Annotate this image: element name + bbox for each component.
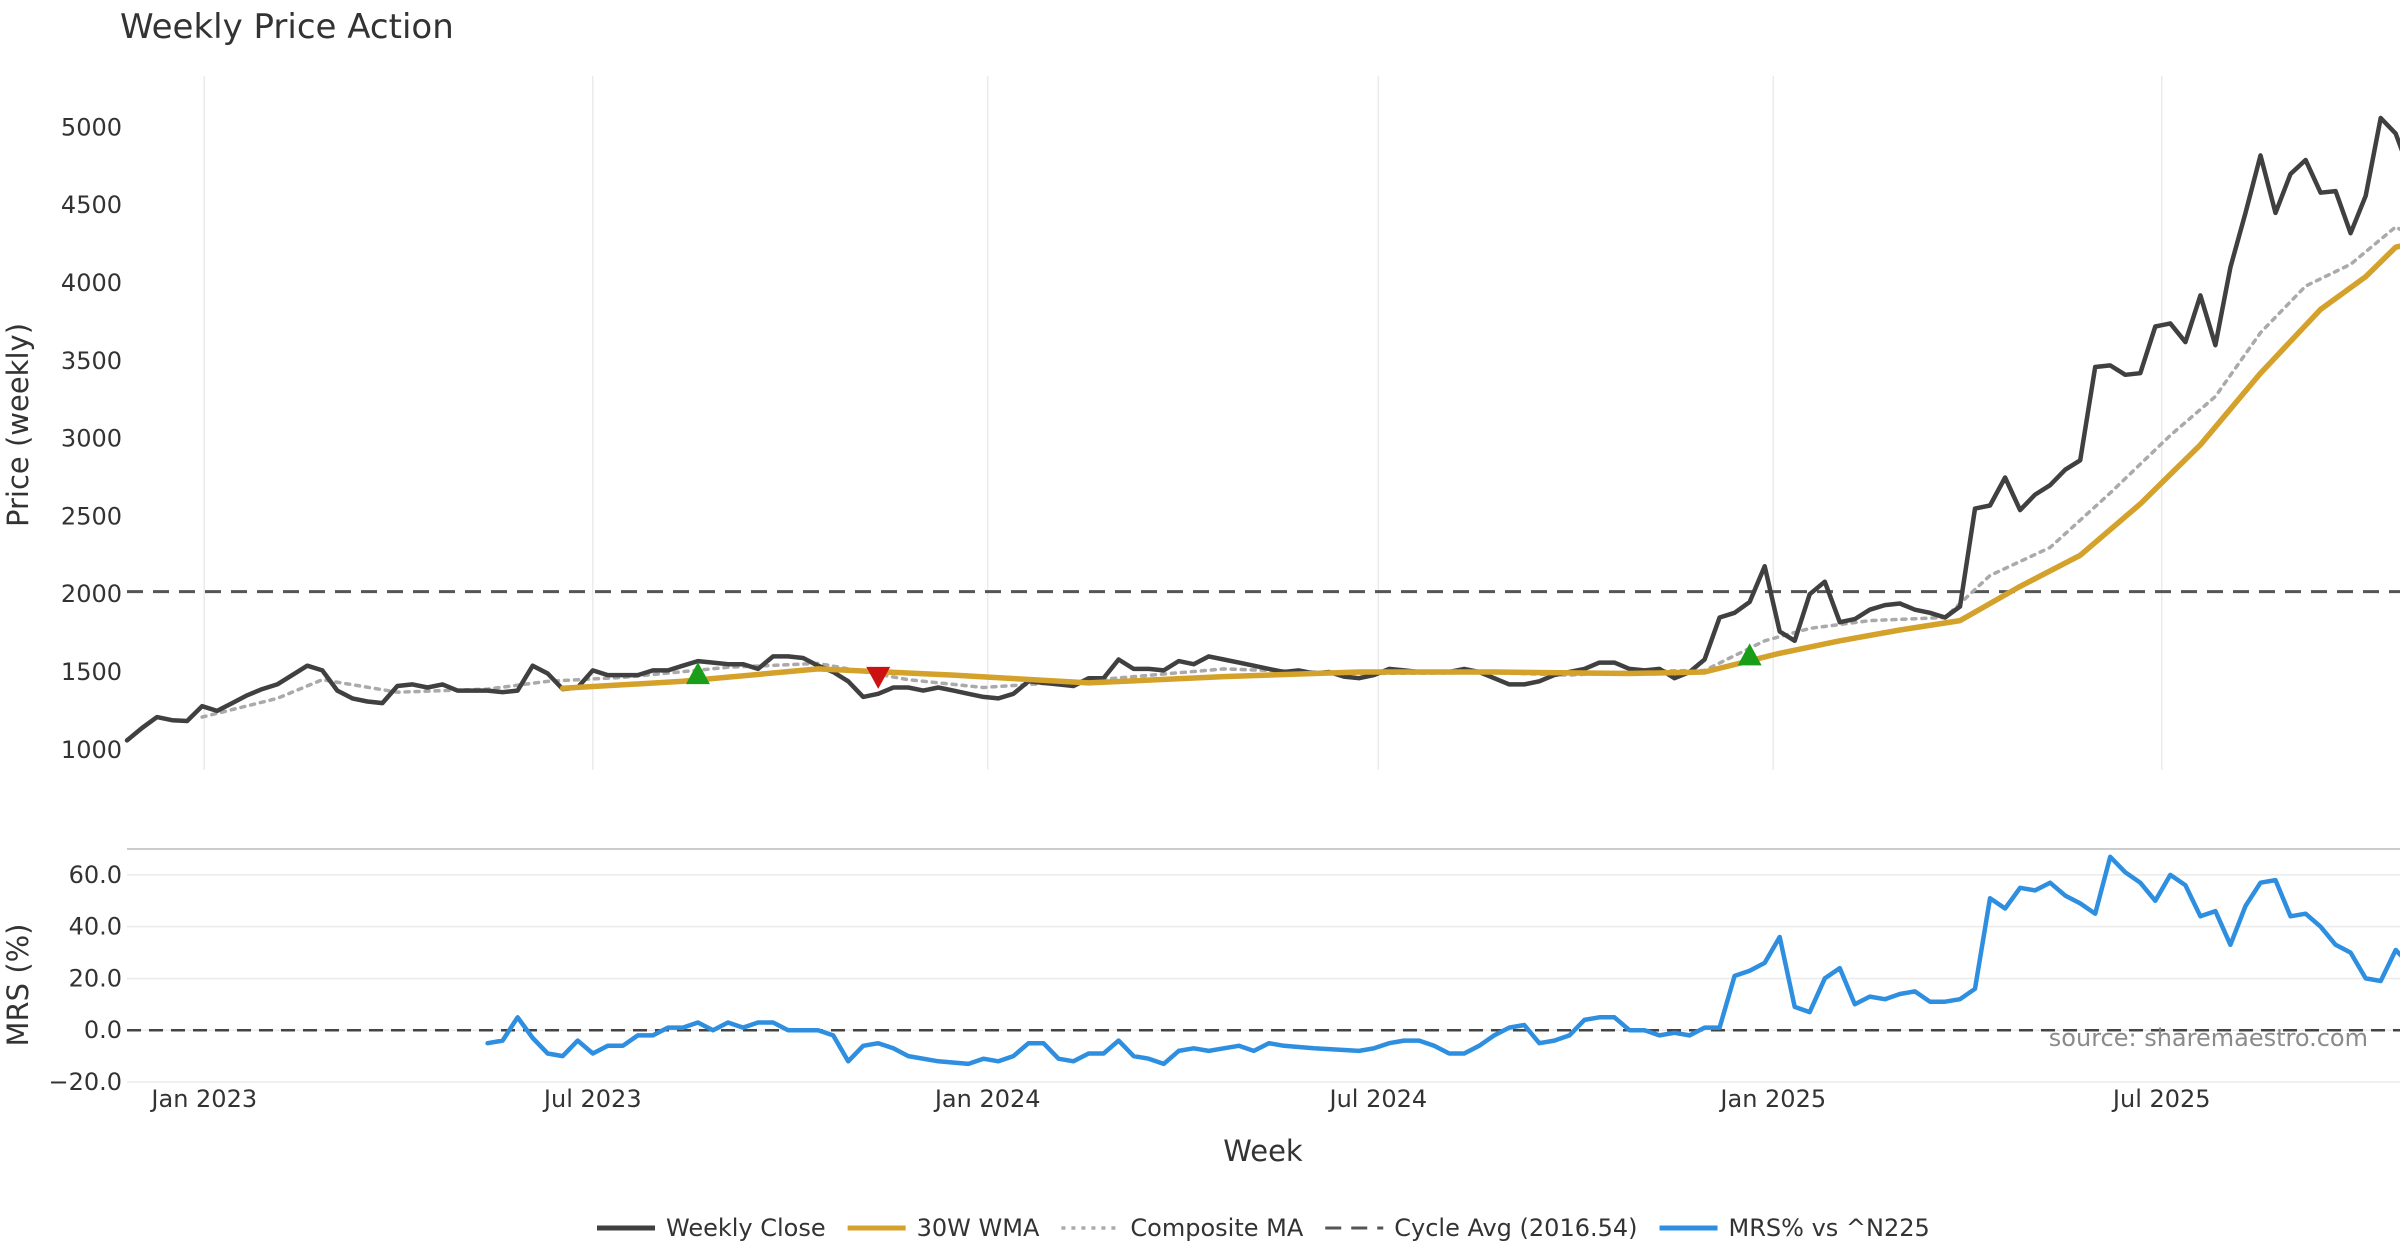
buy-signal-marker [1737, 643, 1762, 666]
x-tick: Jan 2023 [149, 1085, 257, 1113]
legend-label: MRS% vs ^N225 [1729, 1214, 1930, 1242]
legend-label: Cycle Avg (2016.54) [1394, 1214, 1637, 1242]
mrs-y-tick: 60.0 [69, 861, 122, 889]
price-y-axis-label: Price (weekly) [1, 323, 35, 527]
price-y-tick: 1500 [61, 658, 122, 686]
legend-label: Weekly Close [666, 1214, 826, 1242]
x-tick: Jul 2025 [2111, 1085, 2211, 1113]
price-y-tick: 4000 [61, 269, 122, 297]
x-ticks: Jan 2023 Jul 2023 Jan 2024 Jul 2024 Jan 2025… [149, 1085, 2210, 1113]
weekly-close-line [124, 115, 2400, 743]
mrs-y-axis-label: MRS (%) [1, 924, 35, 1047]
source-watermark: source: sharemaestro.com [2049, 1024, 2368, 1052]
mrs-series [485, 854, 2400, 1067]
price-y-tick: 3500 [61, 347, 122, 375]
price-y-tick: 1000 [61, 736, 122, 764]
price-y-tick: 2000 [61, 580, 122, 608]
x-tick: Jul 2023 [542, 1085, 642, 1113]
price-y-tick: 4500 [61, 191, 122, 219]
x-tick: Jan 2025 [1718, 1085, 1826, 1113]
legend-label: 30W WMA [917, 1214, 1040, 1242]
x-tick: Jul 2024 [1327, 1085, 1427, 1113]
price-y-tick: 2500 [61, 502, 122, 530]
mrs-y-tick: 0.0 [84, 1016, 122, 1044]
wma-line [559, 243, 2400, 692]
signal-markers [685, 643, 1762, 689]
mrs-y-tick: 20.0 [69, 964, 122, 992]
price-y-ticks: 1000 1500 2000 2500 3000 3500 4000 4500 5000 [61, 113, 122, 763]
legend: Weekly Close 30W WMA Composite MA Cycle Avg… [597, 1214, 1930, 1242]
price-series [124, 115, 2400, 743]
composite-ma-line [200, 225, 2400, 719]
mrs-y-tick: 40.0 [69, 913, 122, 941]
sell-signal-marker [866, 666, 891, 689]
mrs-line [485, 854, 2400, 1067]
price-y-tick: 5000 [61, 113, 122, 141]
buy-signal-marker [685, 662, 710, 685]
x-axis-label: Week [1223, 1134, 1303, 1168]
price-y-tick: 3000 [61, 425, 122, 453]
legend-label: Composite MA [1130, 1214, 1303, 1242]
x-tick: Jan 2024 [933, 1085, 1041, 1113]
mrs-y-tick: −20.0 [48, 1068, 122, 1096]
mrs-y-ticks: −20.0 0.0 20.0 40.0 60.0 [48, 861, 122, 1096]
chart-title: Weekly Price Action [120, 7, 454, 47]
price-grid [203, 76, 2163, 770]
